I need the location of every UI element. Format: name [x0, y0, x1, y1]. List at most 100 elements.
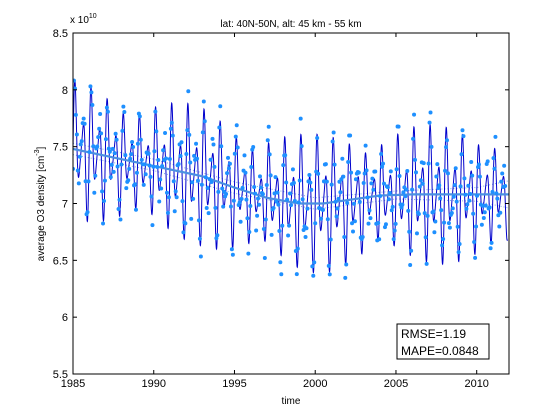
observed-point [152, 149, 157, 154]
x-tick-label: 1985 [61, 378, 85, 390]
observed-point [150, 223, 155, 228]
observed-point [283, 153, 288, 158]
observed-point [435, 162, 440, 167]
observed-point [305, 206, 310, 211]
observed-point [335, 206, 340, 211]
observed-point [100, 189, 105, 194]
observed-point [119, 162, 124, 167]
observed-point [174, 195, 179, 200]
observed-point [91, 144, 96, 149]
observed-point [232, 151, 237, 156]
observed-point [88, 84, 93, 89]
observed-point [205, 185, 210, 190]
observed-point [307, 173, 312, 178]
observed-point [425, 213, 430, 218]
observed-point [332, 162, 337, 167]
observed-point [410, 187, 415, 192]
observed-point [143, 172, 148, 177]
observed-point [213, 205, 218, 210]
observed-point [221, 204, 226, 209]
observed-point [474, 224, 479, 229]
observed-point [187, 132, 192, 137]
observed-point [450, 206, 455, 211]
observed-point [217, 125, 222, 130]
observed-point [86, 179, 91, 184]
observed-point [106, 146, 111, 151]
x-axis-title: time [282, 396, 301, 407]
observed-point [173, 189, 178, 194]
observed-point [497, 224, 502, 229]
observed-point [333, 199, 338, 204]
observed-point [258, 185, 263, 190]
observed-point [327, 272, 332, 277]
stats-mape: MAPE=0.0848 [401, 344, 479, 358]
observed-point [494, 191, 499, 196]
observed-point [254, 228, 259, 233]
observed-point [262, 255, 267, 260]
observed-point [452, 183, 457, 188]
observed-point [166, 195, 171, 200]
observed-point [101, 221, 106, 226]
observed-point [444, 145, 449, 150]
observed-point [445, 171, 450, 176]
observed-point [195, 156, 200, 161]
y-tick-label: 7 [62, 199, 68, 211]
observed-point [83, 179, 88, 184]
observed-point [427, 120, 432, 125]
observed-point [495, 196, 500, 201]
observed-point [183, 221, 188, 226]
y-exponent-power: 10 [89, 13, 97, 20]
observed-point [215, 233, 220, 238]
observed-point [168, 126, 173, 131]
observed-point [199, 182, 204, 187]
observed-point [198, 254, 203, 259]
observed-point [190, 180, 195, 185]
observed-point [464, 206, 469, 211]
x-tick-label: 1990 [141, 378, 165, 390]
observed-point [141, 182, 146, 187]
observed-point [130, 139, 135, 144]
observed-point [383, 222, 388, 227]
observed-point [491, 156, 496, 161]
observed-point [455, 224, 460, 229]
observed-point [146, 151, 151, 156]
observed-point [197, 236, 202, 241]
observed-point [397, 174, 402, 179]
observed-point [209, 179, 214, 184]
observed-point [292, 198, 297, 203]
observed-point [456, 250, 461, 255]
observed-point [373, 169, 378, 174]
observed-point [309, 187, 314, 192]
observed-point [210, 136, 215, 141]
observed-point [409, 248, 414, 253]
observed-point [344, 262, 349, 267]
observed-point [479, 222, 484, 227]
observed-point [417, 184, 422, 189]
observed-point [361, 180, 366, 185]
observed-point [483, 203, 488, 208]
observed-point [480, 203, 485, 208]
observed-point [233, 134, 238, 139]
observed-point [447, 225, 452, 230]
observed-point [437, 183, 442, 188]
observed-points [73, 78, 508, 280]
observed-point [211, 142, 216, 147]
observed-point [260, 192, 265, 197]
observed-point [105, 109, 110, 114]
observed-point [194, 141, 199, 146]
observed-point [366, 221, 371, 226]
observed-point [179, 140, 184, 145]
observed-point [103, 137, 108, 142]
observed-point [416, 212, 421, 217]
observed-point [449, 210, 454, 215]
observed-point [503, 183, 508, 188]
observed-point [186, 89, 191, 94]
observed-point [124, 186, 129, 191]
observed-point [169, 120, 174, 125]
observed-point [109, 162, 114, 167]
observed-point [488, 246, 493, 251]
observed-point [196, 218, 201, 223]
observed-point [469, 159, 474, 164]
observed-point [249, 165, 254, 170]
